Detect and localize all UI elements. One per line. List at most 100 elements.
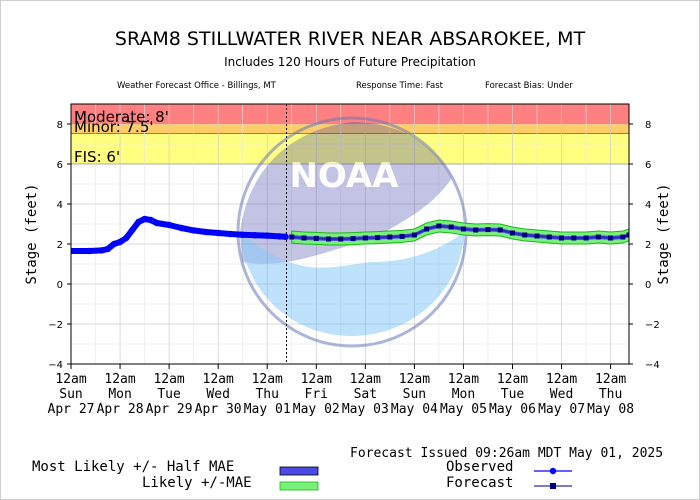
hydrograph-series (71, 215, 629, 255)
observed-point (282, 233, 289, 240)
x-tick-label: 12am (546, 372, 577, 387)
x-tick-label: 12am (399, 372, 430, 387)
forecast-point (387, 234, 393, 240)
y-tick-label-left: 6 (57, 160, 63, 171)
forecast-point (497, 227, 503, 233)
y-tick-label-left: 2 (57, 240, 63, 251)
y-tick-label-right: −2 (645, 320, 660, 331)
forecast-point (338, 236, 344, 242)
x-tick-label: Mon (452, 387, 475, 402)
forecast-point (620, 234, 626, 240)
forecast-point (608, 235, 614, 241)
forecast-office: Weather Forecast Office - Billings, MT (117, 81, 276, 91)
y-tick-label-left: 0 (57, 280, 63, 291)
forecast-point (473, 227, 479, 233)
forecast-point (301, 235, 307, 241)
noaa-letters: NOAA (289, 156, 399, 196)
x-tick-label: Fri (305, 387, 328, 402)
observed-point (129, 226, 136, 234)
observed-point (214, 229, 222, 237)
x-tick-label: 12am (497, 372, 528, 387)
observed-point (98, 247, 105, 254)
flood-label-moderate: Moderate: 8' (74, 108, 169, 126)
observed-point (264, 232, 271, 239)
x-tick-label: 12am (153, 372, 184, 387)
flood-band-minor (71, 124, 629, 134)
forecast-point (460, 226, 466, 232)
noaa-bird-dark (240, 122, 452, 264)
x-tick-label: Sun (59, 387, 82, 402)
y-tick-label-right: −4 (645, 360, 660, 371)
x-tick-label: May 03 (342, 402, 389, 417)
y-tick-label-left: −4 (48, 360, 63, 371)
x-tick-label: Tue (157, 387, 181, 402)
legend-mae-swatch (279, 481, 319, 491)
forecast-point (559, 235, 565, 241)
forecast-point (399, 233, 405, 239)
observed-point (251, 232, 259, 239)
x-tick-label: Apr 27 (48, 402, 95, 417)
x-tick-label: Wed (550, 387, 573, 402)
x-tick-label: May 07 (538, 402, 585, 417)
page-subtitle: Includes 120 Hours of Future Precipitati… (224, 55, 476, 69)
y-axis-label-right: Stage (feet) (656, 183, 672, 284)
forecast-point (436, 223, 442, 229)
forecast-point (326, 236, 332, 242)
y-tick-label-left: 4 (57, 200, 63, 211)
forecast-point (375, 235, 381, 241)
y-tick-label-left: 8 (57, 120, 63, 131)
y-tick-label-right: 4 (645, 200, 651, 211)
observed-point (178, 224, 185, 232)
x-tick-label: May 01 (244, 402, 291, 417)
x-tick-label: Apr 28 (97, 402, 144, 417)
forecast-point (571, 235, 577, 241)
observed-point (165, 221, 173, 229)
observed-point (110, 240, 118, 248)
legend-observed-marker (549, 467, 557, 475)
observed-point (141, 215, 148, 223)
forecast-point (424, 226, 430, 232)
legend-forecast-label: Forecast (446, 475, 514, 491)
x-tick-label: Tue (501, 387, 525, 402)
observed-point (104, 245, 111, 253)
x-tick-label: Thu (255, 387, 278, 402)
forecast-point (583, 235, 589, 241)
flood-label-fis: FIS: 6' (74, 148, 120, 166)
x-tick-label: 12am (350, 372, 381, 387)
y-tick-label-right: 6 (645, 160, 651, 171)
x-tick-label: May 06 (489, 402, 536, 417)
x-tick-label: May 08 (587, 402, 634, 417)
x-tick-label: 12am (301, 372, 332, 387)
x-tick-label: Sat (354, 387, 377, 402)
observed-point (227, 230, 234, 238)
legend-mae-label: Likely +/-MAE (142, 475, 252, 491)
x-tick-label: Sun (403, 387, 426, 402)
forecast-point (485, 227, 491, 233)
legend-half-mae-swatch (279, 466, 319, 476)
x-tick-label: 12am (55, 372, 86, 387)
observed-point (116, 238, 124, 246)
observed-point (202, 228, 210, 236)
forecast-issued-text: Forecast Issued 09:26am MDT May 01, 2025 (350, 446, 664, 461)
flood-band-moderate (71, 104, 629, 124)
x-tick-label: Apr 30 (195, 402, 242, 417)
x-tick-label: Mon (108, 387, 131, 402)
forecast-point (626, 232, 629, 238)
forecast-point (448, 224, 454, 230)
forecast-point (313, 235, 319, 241)
y-tick-label-right: 8 (645, 120, 651, 131)
forecast-point (595, 234, 601, 240)
x-tick-label: May 04 (391, 402, 438, 417)
observed-point (153, 219, 161, 227)
x-tick-label: Thu (599, 387, 622, 402)
x-tick-label: 12am (104, 372, 135, 387)
observed-point (86, 247, 93, 255)
forecast-point (350, 236, 356, 242)
observed-point (190, 227, 197, 234)
observed-point (276, 233, 283, 240)
y-tick-label-left: −2 (48, 320, 63, 331)
forecast-bias: Forecast Bias: Under (485, 81, 573, 91)
noaa-bird-light (240, 232, 464, 336)
